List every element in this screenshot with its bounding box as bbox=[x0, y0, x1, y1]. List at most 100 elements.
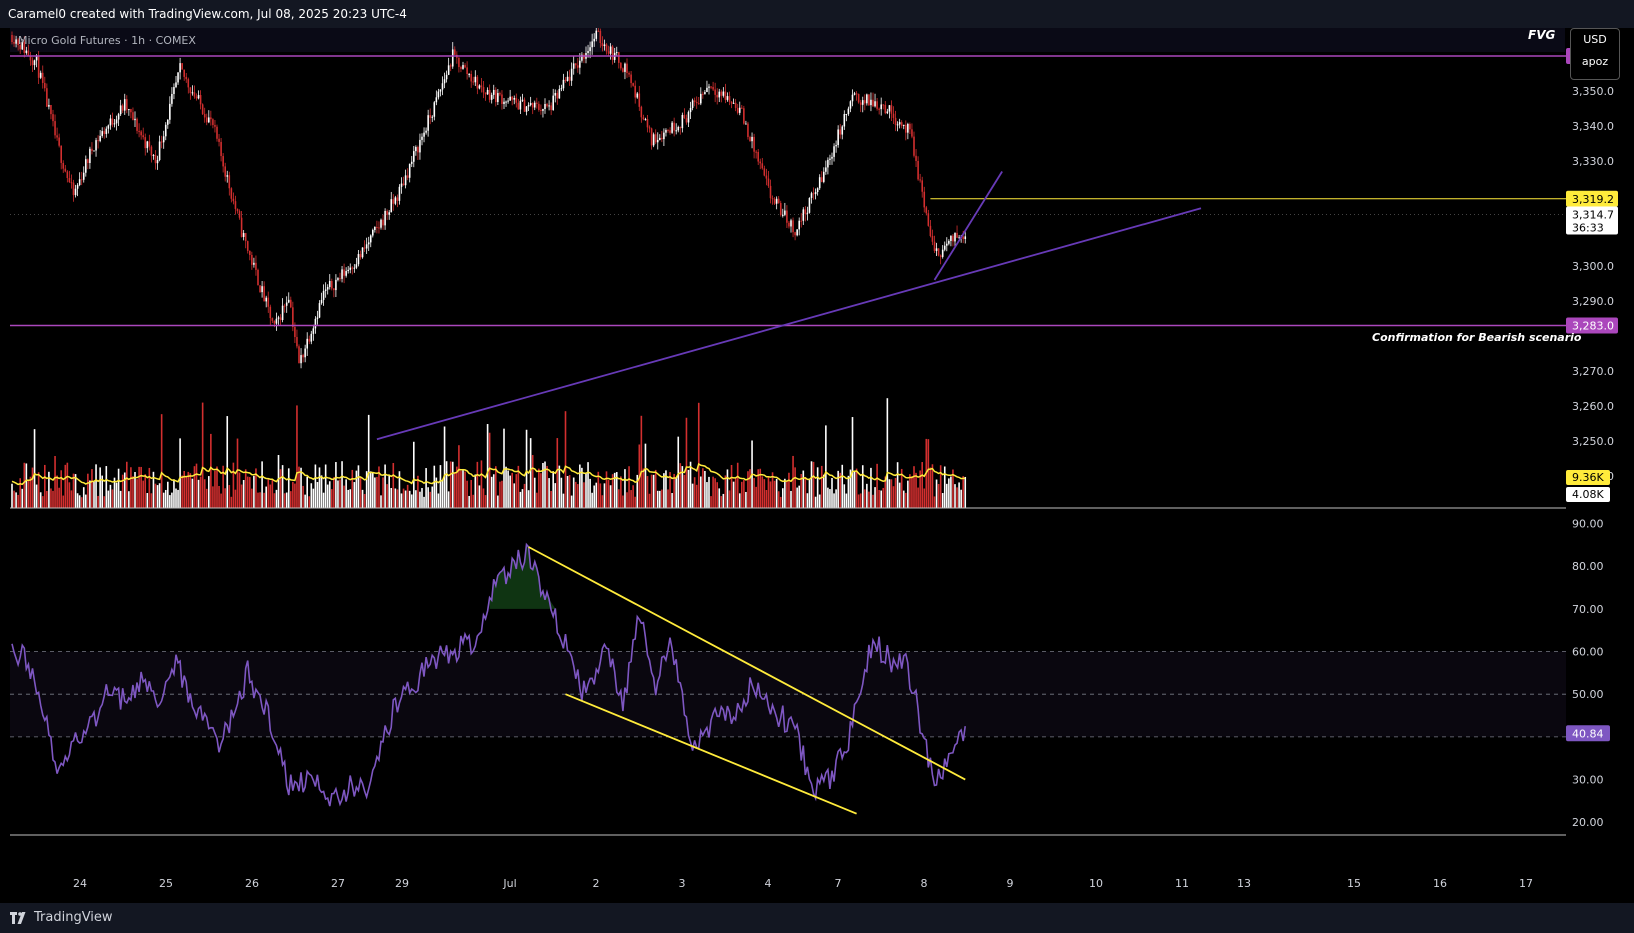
horizontal-levels[interactable] bbox=[10, 55, 1566, 327]
volume-bar bbox=[562, 493, 565, 508]
candle-body bbox=[609, 46, 612, 54]
candle-body bbox=[429, 115, 431, 118]
candle-body bbox=[265, 297, 267, 302]
volume-bar bbox=[443, 426, 446, 508]
tradingview-logo-icon bbox=[10, 911, 26, 924]
volume-bar bbox=[97, 495, 99, 508]
volume-bar bbox=[148, 467, 151, 508]
candle-body bbox=[363, 247, 366, 249]
volume-bar bbox=[175, 488, 177, 508]
candle-body bbox=[449, 65, 452, 67]
volume-bar bbox=[431, 486, 434, 508]
symbol-title[interactable]: Micro Gold Futures · 1h · COMEX bbox=[18, 34, 196, 47]
volume-bar bbox=[788, 472, 790, 508]
candle-body bbox=[328, 280, 331, 288]
rsi-trendlines[interactable] bbox=[528, 546, 966, 815]
candle-body bbox=[447, 65, 450, 75]
candle-body bbox=[913, 136, 915, 156]
candle-body bbox=[308, 338, 311, 342]
volume-bar bbox=[527, 490, 530, 508]
candle-body bbox=[956, 232, 958, 238]
candle-body bbox=[648, 127, 651, 129]
volume-bar bbox=[896, 462, 899, 508]
volume-bar bbox=[712, 476, 714, 508]
candle-body bbox=[50, 104, 52, 115]
volume-bar bbox=[111, 489, 114, 508]
candle-body bbox=[101, 131, 103, 136]
volume-bar bbox=[747, 471, 749, 508]
candle-body bbox=[417, 147, 419, 153]
candle-body bbox=[562, 79, 565, 89]
candle-body bbox=[62, 162, 65, 169]
volume-bar bbox=[943, 466, 946, 508]
candle-body bbox=[486, 89, 489, 95]
candles[interactable] bbox=[11, 28, 967, 369]
candle-body bbox=[837, 129, 839, 146]
volume-bar bbox=[162, 492, 165, 508]
trendlines[interactable] bbox=[376, 171, 1202, 441]
volume-bar bbox=[544, 461, 546, 508]
volume-bar bbox=[60, 470, 62, 508]
candle-body bbox=[882, 104, 885, 106]
volume-bar bbox=[296, 405, 298, 508]
volume-bar bbox=[521, 489, 524, 508]
volume-bar bbox=[554, 483, 557, 508]
rsi-tick-label: 80.00 bbox=[1572, 560, 1604, 573]
candle-body bbox=[673, 122, 675, 131]
chart-canvas[interactable]: 3,360.03,350.03,340.03,330.03,300.03,290… bbox=[0, 28, 1634, 903]
currency-box[interactable]: USD apoz bbox=[1570, 28, 1620, 80]
candle-body bbox=[902, 124, 905, 126]
volume-bar bbox=[269, 484, 272, 508]
volume-bar bbox=[251, 488, 253, 508]
volume-bar bbox=[722, 493, 725, 508]
candle-body bbox=[751, 136, 753, 142]
credit-bar: Caramel0 created with TradingView.com, J… bbox=[0, 0, 1634, 28]
volume-bar bbox=[779, 496, 782, 508]
candle-body bbox=[404, 175, 407, 186]
candle-body bbox=[827, 159, 829, 168]
candle-body bbox=[361, 247, 364, 258]
candle-body bbox=[29, 56, 32, 61]
volume-bar bbox=[560, 477, 563, 508]
candle-body bbox=[150, 146, 153, 156]
candle-body bbox=[634, 85, 636, 98]
volume-bar bbox=[847, 475, 850, 508]
volume-bar bbox=[74, 474, 77, 508]
candle-body bbox=[398, 186, 401, 201]
volume-bar bbox=[818, 494, 821, 508]
tradingview-logo[interactable]: TradingView bbox=[10, 910, 113, 925]
volume-bar bbox=[941, 493, 944, 508]
candle-body bbox=[17, 39, 19, 46]
candle-body bbox=[109, 118, 112, 126]
candle-body bbox=[730, 101, 733, 104]
candle-body bbox=[720, 91, 723, 96]
candle-body bbox=[812, 193, 815, 195]
currency-label[interactable]: USD bbox=[1583, 33, 1607, 46]
volume-bar bbox=[609, 485, 612, 508]
candle-body bbox=[208, 117, 210, 123]
candle-body bbox=[113, 123, 116, 125]
candle-body bbox=[939, 255, 942, 257]
volume-bar bbox=[64, 464, 67, 508]
candle-body bbox=[921, 180, 923, 192]
candle-body bbox=[513, 97, 516, 100]
rsi-axis[interactable]: 90.00 80.00 70.00 60.00 50.00 30.00 20.00 bbox=[1572, 518, 1604, 830]
volume-bar bbox=[931, 464, 934, 508]
candle-body bbox=[898, 122, 901, 125]
volume-bar bbox=[632, 485, 634, 508]
candle-body bbox=[386, 210, 388, 215]
volume-bar bbox=[866, 483, 868, 508]
volume-bar bbox=[136, 479, 138, 508]
volume-bar bbox=[724, 475, 727, 508]
volume-bar bbox=[902, 490, 905, 508]
time-axis[interactable]: 24 25 26 27 29 Jul 2 3 4 7 8 9 10 11 13 15 16 17 bbox=[73, 877, 1533, 890]
candle-body bbox=[718, 91, 721, 98]
candle-body bbox=[948, 240, 950, 244]
volume-bar bbox=[533, 477, 536, 508]
candle-body bbox=[277, 317, 280, 319]
volume-bar bbox=[835, 489, 837, 508]
candle-body bbox=[574, 63, 577, 66]
volume-bar bbox=[702, 468, 704, 508]
price-axis[interactable]: 3,360.03,350.03,340.03,330.03,300.03,290… bbox=[1572, 50, 1614, 483]
volume-bar bbox=[253, 475, 255, 508]
